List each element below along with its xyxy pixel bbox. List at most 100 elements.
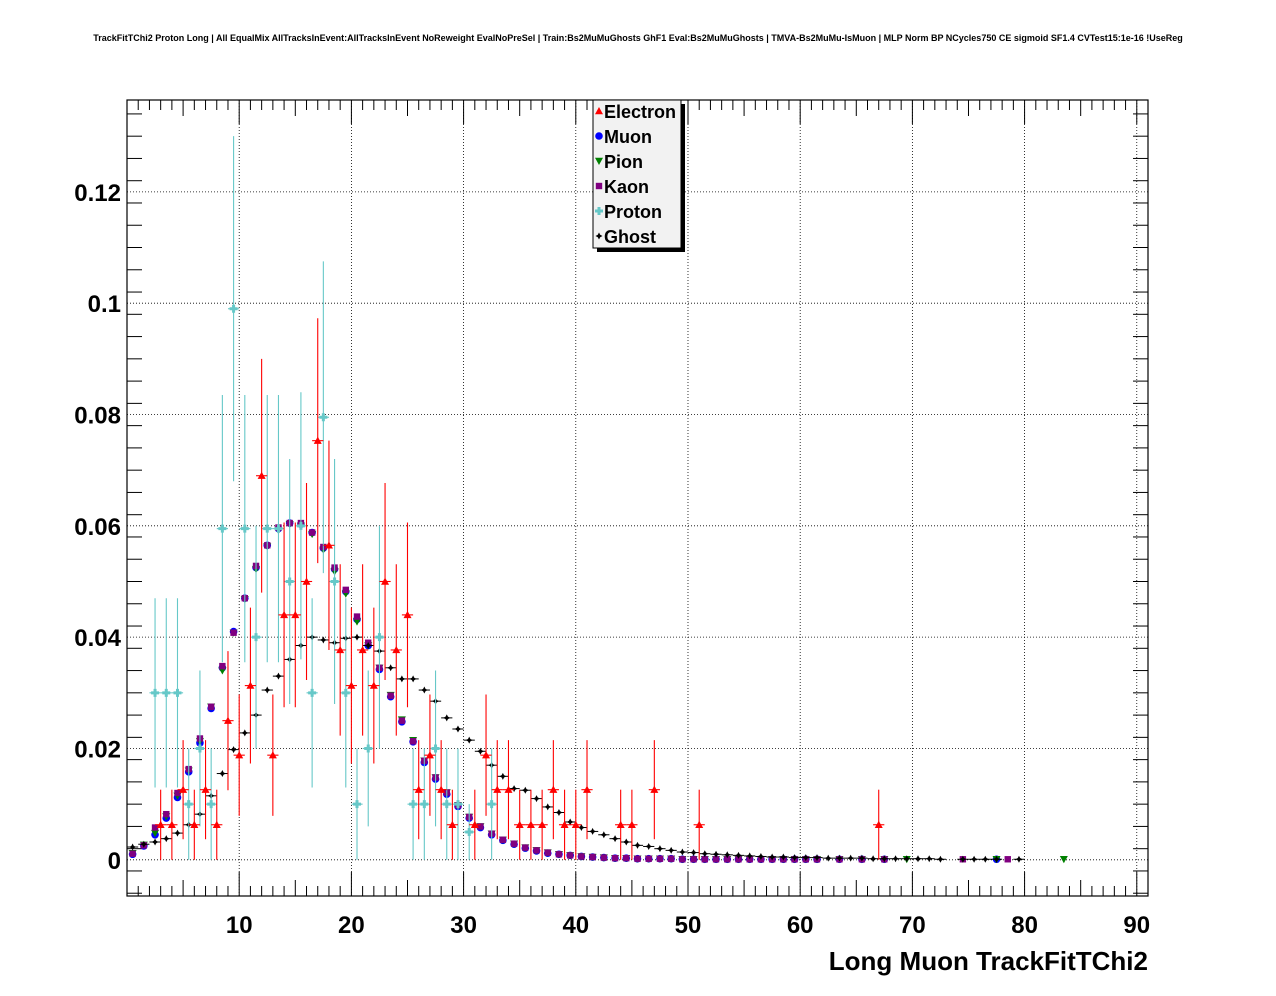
data-point <box>623 854 630 862</box>
data-point <box>476 747 484 755</box>
data-point <box>207 800 216 809</box>
data-point <box>499 836 507 843</box>
data-point <box>723 851 731 859</box>
data-point <box>465 736 473 744</box>
data-point <box>611 854 619 862</box>
y-tick-label: 0.04 <box>74 625 121 652</box>
data-point <box>813 854 821 862</box>
data-series <box>127 136 1068 864</box>
x-tick-label: 10 <box>226 912 253 939</box>
data-point <box>437 785 446 793</box>
data-point <box>1004 856 1011 863</box>
data-point <box>336 645 345 654</box>
legend-box <box>592 99 682 249</box>
data-point <box>263 686 271 694</box>
data-point <box>533 847 540 854</box>
data-point <box>690 856 697 863</box>
data-point <box>257 471 266 479</box>
data-point <box>291 610 300 619</box>
data-point <box>201 785 210 793</box>
data-point <box>1059 856 1068 864</box>
data-point <box>140 840 148 848</box>
data-point <box>392 645 401 654</box>
data-point <box>173 829 181 837</box>
data-point <box>757 852 765 860</box>
data-point <box>443 714 451 722</box>
data-point <box>319 413 328 422</box>
data-point <box>409 800 418 809</box>
data-point <box>163 810 170 818</box>
data-point <box>634 841 641 849</box>
legend-marker-electron <box>595 107 603 115</box>
legend-marker-pion <box>595 157 603 165</box>
data-point <box>442 800 451 809</box>
data-point <box>634 855 641 862</box>
data-point <box>611 835 619 843</box>
data-point <box>195 744 204 753</box>
data-point <box>167 820 176 828</box>
data-point <box>690 849 698 857</box>
data-point <box>223 716 232 724</box>
data-point <box>802 854 810 862</box>
data-point <box>246 681 255 689</box>
data-point <box>342 586 349 594</box>
data-point <box>847 854 855 862</box>
data-point <box>151 688 160 697</box>
data-point <box>510 785 518 793</box>
data-point <box>533 795 541 803</box>
data-point <box>482 751 491 759</box>
data-point <box>453 800 462 809</box>
data-point <box>645 842 653 850</box>
data-point <box>420 800 429 809</box>
legend-marker-kaon <box>595 182 603 190</box>
data-point <box>230 629 237 636</box>
data-point <box>874 820 883 828</box>
data-point <box>465 827 474 836</box>
x-tick-label: 50 <box>675 912 702 939</box>
data-point <box>589 853 596 861</box>
data-point <box>869 855 877 863</box>
data-point <box>499 772 507 780</box>
data-point <box>207 703 215 710</box>
data-point <box>218 524 227 533</box>
data-point <box>387 664 395 672</box>
data-point <box>184 800 193 809</box>
data-point <box>627 820 636 828</box>
legend-marker-proton <box>595 207 603 215</box>
data-point <box>403 610 412 619</box>
data-point <box>162 688 171 697</box>
data-point <box>358 645 367 654</box>
y-tick-label: 0.1 <box>88 291 121 318</box>
data-point <box>544 803 552 811</box>
data-point <box>274 672 282 680</box>
data-point <box>313 436 322 444</box>
data-point <box>522 844 529 851</box>
data-point <box>667 855 675 862</box>
x-tick-labels: 10 20 30 40 50 60 70 80 90 <box>226 912 1150 939</box>
series-electron <box>155 318 885 860</box>
data-point <box>229 304 238 313</box>
data-point <box>190 820 199 828</box>
data-point <box>600 831 608 839</box>
legend-label-kaon: Kaon <box>604 177 649 197</box>
data-point <box>678 848 686 856</box>
legend-label-electron: Electron <box>604 102 676 122</box>
data-point <box>308 688 317 697</box>
data-point <box>616 820 625 828</box>
data-point <box>414 785 423 793</box>
data-point <box>296 521 305 530</box>
legend-label-pion: Pion <box>604 152 643 172</box>
data-point <box>369 681 378 689</box>
data-point <box>650 785 659 793</box>
data-point <box>791 854 799 862</box>
data-point <box>600 854 608 861</box>
data-point <box>364 642 372 650</box>
data-point <box>824 854 832 862</box>
data-point <box>324 541 333 549</box>
data-point <box>724 856 731 863</box>
data-point <box>560 820 569 828</box>
x-tick-label: 20 <box>338 912 365 939</box>
data-point <box>667 846 675 854</box>
data-point <box>578 853 585 860</box>
axis-ticks <box>127 100 1149 896</box>
